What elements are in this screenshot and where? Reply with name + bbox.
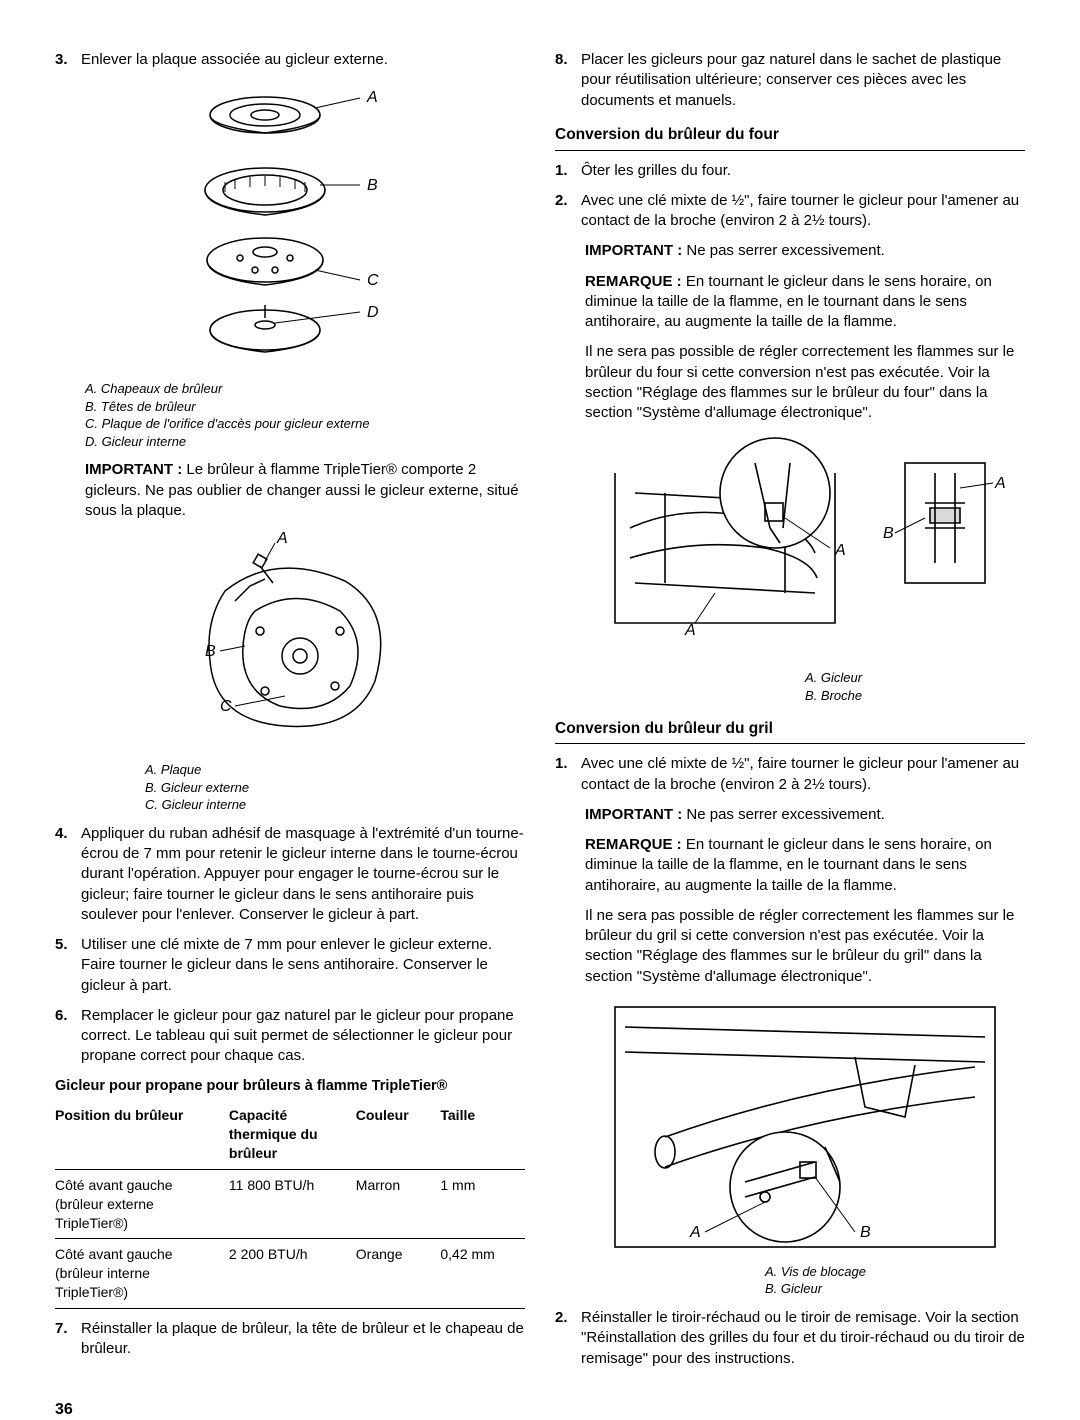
step-number: 6. (55, 1006, 81, 1067)
step-number: 8. (555, 50, 581, 111)
step-3: 3. Enlever la plaque associée au gicleur… (55, 50, 525, 70)
four-important: IMPORTANT : Ne pas serrer excessivement. (585, 241, 1025, 261)
step-6: 6. Remplacer le gicleur pour gaz naturel… (55, 1006, 525, 1067)
important-text: Ne pas serrer excessivement. (682, 806, 885, 823)
table-title: Gicleur pour propane pour brûleurs à fla… (55, 1077, 525, 1097)
figure3-caption: A. Gicleur B. Broche (805, 669, 1025, 704)
figure2-caption: A. Plaque B. Gicleur externe C. Gicleur … (145, 761, 525, 814)
figure-burner-exploded: A B C D (55, 80, 525, 370)
step-text: Enlever la plaque associée au gicleur ex… (81, 50, 525, 70)
orifice-table: Position du brûleur Capacité thermique d… (55, 1102, 525, 1309)
important-prefix: IMPORTANT : (85, 461, 182, 478)
step-text: Réinstaller la plaque de brûleur, la têt… (81, 1319, 525, 1360)
subhead-four: Conversion du brûleur du four (555, 125, 1025, 151)
fig4-label-a: A (689, 1224, 701, 1241)
right-step-8: 8. Placer les gicleurs pour gaz naturel … (555, 50, 1025, 111)
important-tripletier: IMPORTANT : Le brûleur à flamme TripleTi… (85, 460, 525, 521)
four-remarque: REMARQUE : En tournant le gicleur dans l… (585, 272, 1025, 333)
four-step-1: 1. Ôter les grilles du four. (555, 161, 1025, 181)
important-prefix: IMPORTANT : (585, 806, 682, 823)
step-text: Avec une clé mixte de ½", faire tourner … (581, 754, 1025, 795)
th-position: Position du brûleur (55, 1102, 229, 1169)
fig2-label-b: B (205, 643, 216, 660)
figure-plate-underside: A B C (55, 531, 525, 751)
fig3-label-a3: A (994, 475, 1005, 492)
plate-underside-svg: A B C (165, 531, 415, 751)
fig2-label-c: C (220, 698, 232, 715)
gril-steps: 1. Avec une clé mixte de ½", faire tourn… (555, 754, 1025, 795)
remarque-prefix: REMARQUE : (585, 836, 682, 853)
step-8: 8. Placer les gicleurs pour gaz naturel … (555, 50, 1025, 111)
fig4-label-b: B (860, 1224, 871, 1241)
gril-remarque: REMARQUE : En tournant le gicleur dans l… (585, 835, 1025, 896)
step-5: 5. Utiliser une clé mixte de 7 mm pour e… (55, 935, 525, 996)
figure4-caption: A. Vis de blocage B. Gicleur (765, 1263, 1025, 1298)
step-text: Remplacer le gicleur pour gaz naturel pa… (81, 1006, 525, 1067)
step-text: Ôter les grilles du four. (581, 161, 1025, 181)
oven-orifice-svg: A A A B (605, 433, 1005, 663)
important-text: Ne pas serrer excessivement. (682, 242, 885, 259)
cell-color: Orange (356, 1239, 441, 1309)
step-number: 7. (55, 1319, 81, 1360)
page-columns: 3. Enlever la plaque associée au gicleur… (55, 50, 1025, 1379)
step-text: Appliquer du ruban adhésif de masquage à… (81, 824, 525, 925)
broil-orifice-svg: A B (605, 997, 1005, 1257)
cell-position: Côté avant gauche (brûleur externe Tripl… (55, 1169, 229, 1239)
subhead-gril: Conversion du brûleur du gril (555, 719, 1025, 745)
fig3-label-b: B (883, 525, 894, 542)
four-note: Il ne sera pas possible de régler correc… (585, 342, 1025, 423)
gril-step-2: 2. Réinstaller le tiroir-réchaud ou le t… (555, 1308, 1025, 1369)
th-color: Couleur (356, 1102, 441, 1169)
gril-step-2-list: 2. Réinstaller le tiroir-réchaud ou le t… (555, 1308, 1025, 1369)
step-text: Utiliser une clé mixte de 7 mm pour enle… (81, 935, 525, 996)
table-row: Côté avant gauche (brûleur interne Tripl… (55, 1239, 525, 1309)
cell-capacity: 2 200 BTU/h (229, 1239, 356, 1309)
cell-size: 0,42 mm (440, 1239, 525, 1309)
fig1-label-a: A (366, 89, 378, 106)
left-steps-list: 3. Enlever la plaque associée au gicleur… (55, 50, 525, 70)
cell-capacity: 11 800 BTU/h (229, 1169, 356, 1239)
remarque-prefix: REMARQUE : (585, 273, 682, 290)
four-step-2: 2. Avec une clé mixte de ½", faire tourn… (555, 191, 1025, 232)
figure-oven-orifice: A A A B A. Gicleur B. Broche (585, 433, 1025, 704)
step-text: Placer les gicleurs pour gaz naturel dan… (581, 50, 1025, 111)
figure-broil-orifice: A B A. Vis de blocage B. Gicleur (585, 997, 1025, 1298)
gril-step-1: 1. Avec une clé mixte de ½", faire tourn… (555, 754, 1025, 795)
fig2-label-a: A (276, 531, 288, 547)
step-number: 2. (555, 191, 581, 232)
burner-exploded-svg: A B C D (155, 80, 425, 370)
step-text: Réinstaller le tiroir-réchaud ou le tiro… (581, 1308, 1025, 1369)
cell-color: Marron (356, 1169, 441, 1239)
fig3-label-a2: A (684, 622, 696, 639)
gril-note: Il ne sera pas possible de régler correc… (585, 906, 1025, 987)
fig1-label-b: B (367, 177, 378, 194)
step-number: 5. (55, 935, 81, 996)
table-row: Côté avant gauche (brûleur externe Tripl… (55, 1169, 525, 1239)
th-size: Taille (440, 1102, 525, 1169)
step-number: 4. (55, 824, 81, 925)
step-number: 3. (55, 50, 81, 70)
left-steps-4-7: 4. Appliquer du ruban adhésif de masquag… (55, 824, 525, 1067)
left-step-7: 7. Réinstaller la plaque de brûleur, la … (55, 1319, 525, 1360)
left-column: 3. Enlever la plaque associée au gicleur… (55, 50, 525, 1379)
step-7: 7. Réinstaller la plaque de brûleur, la … (55, 1319, 525, 1360)
step-number: 1. (555, 161, 581, 181)
fig1-label-d: D (367, 304, 379, 321)
step-4: 4. Appliquer du ruban adhésif de masquag… (55, 824, 525, 925)
cell-size: 1 mm (440, 1169, 525, 1239)
step-number: 2. (555, 1308, 581, 1369)
right-column: 8. Placer les gicleurs pour gaz naturel … (555, 50, 1025, 1379)
fig3-label-a1: A (834, 542, 846, 559)
page-number: 36 (55, 1399, 1025, 1420)
step-text: Avec une clé mixte de ½", faire tourner … (581, 191, 1025, 232)
figure1-caption: A. Chapeaux de brûleur B. Têtes de brûle… (85, 380, 525, 450)
th-capacity: Capacité thermique du brûleur (229, 1102, 356, 1169)
four-steps: 1. Ôter les grilles du four. 2. Avec une… (555, 161, 1025, 232)
cell-position: Côté avant gauche (brûleur interne Tripl… (55, 1239, 229, 1309)
important-prefix: IMPORTANT : (585, 242, 682, 259)
step-number: 1. (555, 754, 581, 795)
fig1-label-c: C (367, 272, 379, 289)
gril-important: IMPORTANT : Ne pas serrer excessivement. (585, 805, 1025, 825)
